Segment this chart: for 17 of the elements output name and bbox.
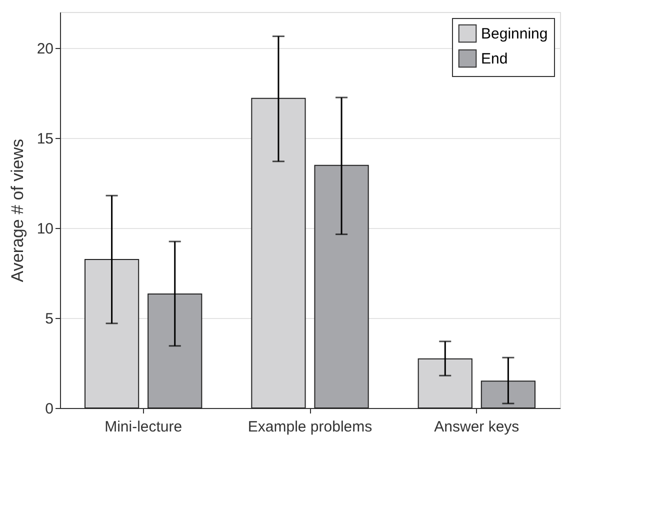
bar xyxy=(148,294,202,408)
y-tick-label: 0 xyxy=(45,400,54,418)
x-tick-label: Answer keys xyxy=(434,418,520,436)
y-tick-label: 20 xyxy=(36,40,54,58)
bar xyxy=(314,164,369,408)
bar xyxy=(251,98,306,408)
bar xyxy=(84,259,140,408)
y-tick-label: 15 xyxy=(36,130,54,148)
y-tick-label: 5 xyxy=(45,310,54,328)
x-tick-label: Mini-lecture xyxy=(104,418,182,436)
y-tick-label: 10 xyxy=(36,220,54,238)
legend-label: End xyxy=(481,50,508,68)
y-axis-title: Average # of views xyxy=(8,138,27,282)
bar xyxy=(418,358,472,408)
legend-label: Beginning xyxy=(481,26,548,42)
bar xyxy=(480,380,536,408)
x-tick-label: Example problems xyxy=(248,418,372,436)
